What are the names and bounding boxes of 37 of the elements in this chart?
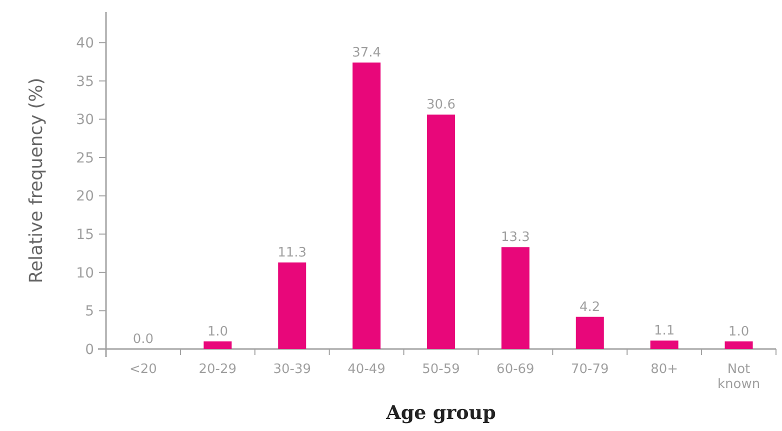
bar — [501, 247, 530, 349]
x-tick-label: 20-29 — [198, 362, 237, 377]
data-label: 4.2 — [580, 300, 600, 315]
bar — [204, 341, 232, 349]
data-label: 1.0 — [207, 324, 228, 340]
x-tick-label: 30-39 — [273, 362, 311, 377]
y-tick-label: 20 — [76, 188, 94, 205]
data-label: 13.3 — [500, 230, 530, 246]
y-tick-label: 40 — [76, 36, 94, 52]
bar — [352, 62, 381, 349]
data-label: 37.4 — [352, 46, 382, 61]
x-axis-title: Age group — [385, 402, 496, 424]
bar — [650, 340, 678, 349]
data-label: 30.6 — [426, 98, 456, 113]
y-axis-title: Relative frequency (%) — [26, 78, 47, 284]
y-tick-label: 35 — [76, 74, 94, 90]
x-tick-label: 40-49 — [348, 362, 386, 377]
x-tick-label: 80+ — [650, 362, 678, 377]
y-tick-label: 10 — [76, 265, 94, 282]
data-label: 1.1 — [654, 324, 675, 339]
y-tick-label: 0 — [85, 342, 94, 358]
y-tick-label: 30 — [76, 112, 94, 128]
bar — [724, 341, 753, 349]
bar — [576, 316, 604, 349]
x-tick-label: <20 — [130, 362, 157, 377]
data-label: 0.0 — [132, 332, 154, 347]
bar — [278, 262, 306, 349]
data-label: 11.3 — [278, 245, 307, 260]
y-tick-label: 25 — [76, 150, 94, 166]
x-tick-label: 50-59 — [422, 362, 460, 377]
x-tick-label: 60-69 — [496, 362, 534, 377]
data-label: 1.0 — [728, 324, 750, 340]
x-tick-label: 70-79 — [571, 362, 609, 377]
bar — [427, 114, 455, 349]
y-tick-label: 5 — [85, 304, 94, 320]
y-tick-label: 15 — [76, 227, 94, 244]
x-tick-label: Not known — [717, 362, 760, 392]
